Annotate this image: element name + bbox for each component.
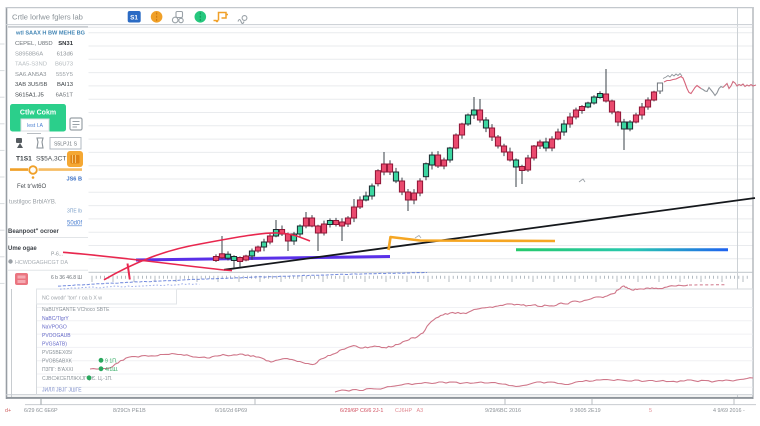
svg-text:50d0f: 50d0f bbox=[67, 221, 82, 227]
svg-text:ЈИЛЛ ЈВЈГ ЈШГЕ: ЈИЛЛ ЈВЈГ ЈШГЕ bbox=[42, 388, 82, 394]
svg-text:CEPEL, U85D: CEPEL, U85D bbox=[15, 41, 53, 47]
svg-text:6A51T: 6A51T bbox=[56, 93, 74, 99]
svg-text:6/29/6P C6/6 2J-1: 6/29/6P C6/6 2J-1 bbox=[340, 408, 383, 414]
svg-text:S1: S1 bbox=[130, 15, 138, 22]
svg-text:PVOB5ABXK: PVOB5ABXK bbox=[42, 359, 73, 365]
svg-text:NaBC/TlgrY: NaBC/TlgrY bbox=[42, 316, 69, 322]
svg-text:PVG5BEX05/: PVG5BEX05/ bbox=[42, 350, 73, 356]
svg-text:S5LPJ1 S: S5LPJ1 S bbox=[54, 142, 78, 148]
svg-text:4/1Ш.: 4/1Ш. bbox=[105, 367, 118, 373]
svg-text:Ume ogae: Ume ogae bbox=[8, 246, 37, 252]
svg-text:9 1П.: 9 1П. bbox=[105, 359, 117, 365]
svg-text:3ПЕ lb: 3ПЕ lb bbox=[67, 209, 82, 215]
svg-text:6 b 36 46.8 Ш: 6 b 36 46.8 Ш bbox=[51, 275, 82, 281]
svg-text:9 3605 2E19: 9 3605 2E19 bbox=[570, 408, 601, 414]
svg-text:Beanpoot" ocroer: Beanpoot" ocroer bbox=[8, 229, 60, 235]
svg-text:JS6 B: JS6 B bbox=[66, 177, 82, 183]
svg-text:CJ6HP A3: CJ6HP A3 bbox=[395, 408, 423, 414]
svg-text:NaBUYGANTE VChoco SBTE: NaBUYGANTE VChoco SBTE bbox=[42, 307, 110, 313]
svg-text:NC owodr' 'torr' r oa b X w: NC owodr' 'torr' r oa b X w bbox=[42, 296, 102, 302]
svg-text:SA6.AN5A3: SA6.AN5A3 bbox=[15, 72, 47, 78]
svg-text:5: 5 bbox=[649, 408, 652, 414]
svg-text:SN31: SN31 bbox=[58, 41, 73, 47]
svg-text:TAA5-S3ND: TAA5-S3ND bbox=[15, 62, 47, 68]
svg-text:CJBCЖCEПЛЖХJГ ЏЄ. Ц.-1П.: CJBCЖCEПЛЖХJГ ЏЄ. Ц.-1П. bbox=[42, 376, 113, 382]
svg-text:lest I.A: lest I.A bbox=[27, 123, 43, 129]
svg-text:6/16/2d 6P69: 6/16/2d 6P69 bbox=[215, 408, 247, 414]
svg-text:4 9/69 2016 -: 4 9/69 2016 - bbox=[713, 408, 745, 414]
svg-text:tustilgoc BrblAYB.: tustilgoc BrblAYB. bbox=[9, 200, 57, 206]
svg-text:S8958B6A: S8958B6A bbox=[15, 51, 43, 57]
svg-text:BAI13: BAI13 bbox=[57, 82, 74, 88]
svg-text:P-6...: P-6... bbox=[51, 252, 63, 258]
svg-text:d+: d+ bbox=[5, 408, 11, 414]
svg-text:Ctlw Cokm: Ctlw Cokm bbox=[20, 110, 56, 117]
svg-text:6/29 6C 6E6P: 6/29 6C 6E6P bbox=[24, 408, 58, 414]
svg-text:8/29Ch PE1B: 8/29Ch PE1B bbox=[113, 408, 146, 414]
svg-text:S$5A,3CT: S$5A,3CT bbox=[36, 156, 66, 163]
svg-text:S615A1.J5: S615A1.J5 bbox=[15, 93, 45, 99]
svg-text:wtl SAAX H BW MEHE BG: wtl SAAX H BW MEHE BG bbox=[15, 31, 85, 37]
svg-text:3AB 3U5/5B: 3AB 3U5/5B bbox=[15, 82, 47, 88]
svg-text:Crtle lorlwe fglers lab: Crtle lorlwe fglers lab bbox=[12, 13, 83, 22]
svg-text:B6U73: B6U73 bbox=[55, 62, 74, 68]
svg-text:NaVPOGO: NaVPOGO bbox=[42, 325, 67, 331]
svg-text:9/29/6BC 2016: 9/29/6BC 2016 bbox=[485, 408, 521, 414]
svg-text:HCWDGAGHCGT DA: HCWDGAGHCGT DA bbox=[15, 260, 68, 266]
svg-text:613d6: 613d6 bbox=[57, 51, 74, 57]
svg-text:555Y5: 555Y5 bbox=[56, 72, 74, 78]
svg-text:T1S1: T1S1 bbox=[16, 156, 32, 163]
svg-text:П3ПГ: B'АХХI: П3ПГ: B'АХХI bbox=[42, 367, 73, 373]
svg-text:PVGSATB): PVGSATB) bbox=[42, 342, 67, 348]
svg-text:PVOOGAUB: PVOOGAUB bbox=[42, 333, 71, 339]
svg-text:Fet tr'wt6O: Fet tr'wt6O bbox=[17, 184, 46, 190]
